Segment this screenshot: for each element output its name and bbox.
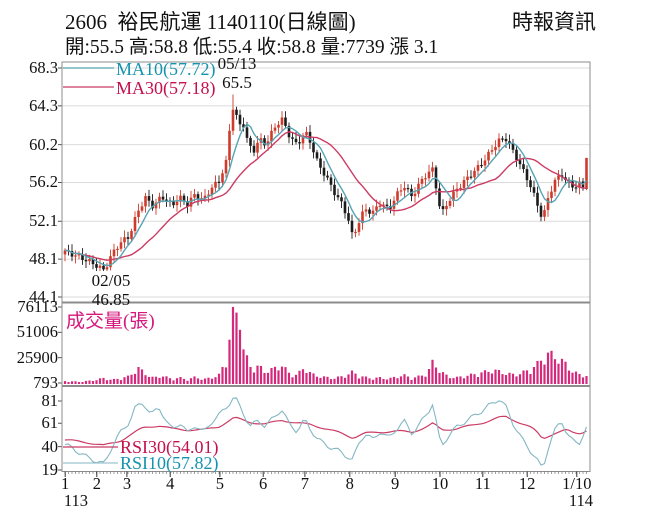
- rsi10-legend-label: RSI10(57.82): [120, 453, 219, 473]
- period-low-annotation: 02/05 46.85: [82, 271, 140, 309]
- period-high-date: 05/13: [217, 54, 257, 73]
- period-high-price: 65.5: [222, 73, 252, 92]
- period-high-annotation: 05/13 65.5: [208, 54, 266, 92]
- period-low-price: 46.85: [91, 290, 131, 309]
- period-low-date: 02/05: [91, 271, 131, 290]
- ma10-legend-label: MA10(57.72): [116, 59, 216, 79]
- title-row: 2606 裕民航運 1140110(日線圖) 時報資訊: [0, 6, 656, 34]
- rsi30-legend-label: RSI30(54.01): [120, 437, 219, 457]
- ma30-legend-label: MA30(57.18): [116, 78, 216, 98]
- quote-summary: 開:55.5 高:58.8 低:55.4 收:58.8 量:7739 漲 3.1: [65, 37, 439, 58]
- volume-pane-title: 成交量(張): [66, 311, 155, 332]
- data-source-label: 時報資訊: [512, 10, 596, 34]
- page-title: 2606 裕民航運 1140110(日線圖): [65, 10, 356, 34]
